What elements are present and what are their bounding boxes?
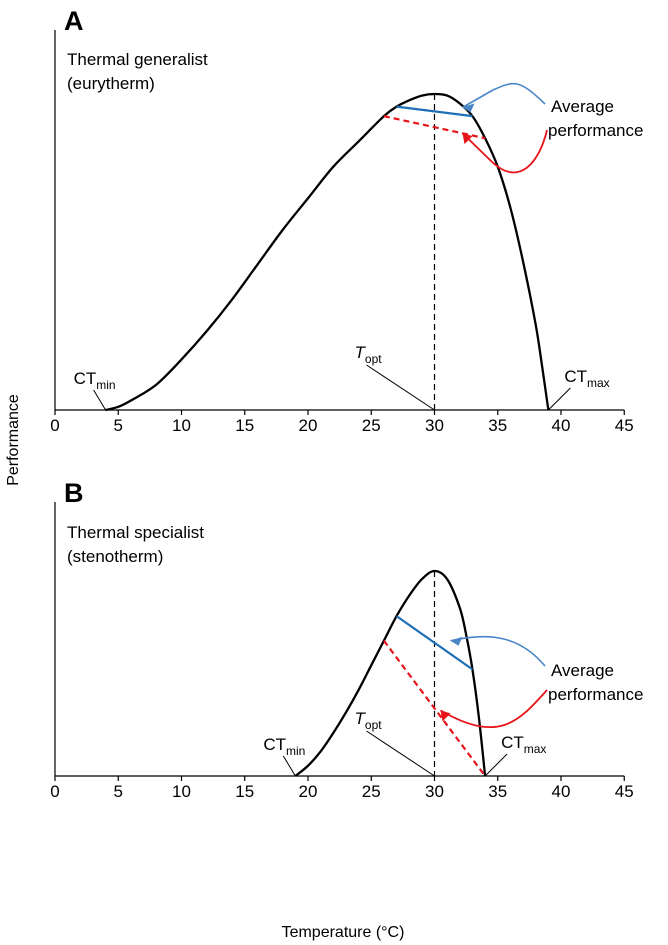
x-tick-label: 40 xyxy=(552,416,571,435)
x-tick-label: 0 xyxy=(50,416,59,435)
x-tick-label: 30 xyxy=(425,782,444,801)
red-average-segment xyxy=(383,640,486,777)
x-tick-label: 5 xyxy=(114,416,123,435)
panel-a-title-line2: (eurytherm) xyxy=(67,74,155,93)
ct-min-label: CTmin xyxy=(74,369,116,392)
x-tick-label: 20 xyxy=(299,416,318,435)
x-axis-label: Temperature (°C) xyxy=(282,924,405,941)
t-opt-leader xyxy=(366,730,435,777)
ct-min-leader xyxy=(93,389,107,411)
x-tick-label: 15 xyxy=(235,416,254,435)
ct-min-leader xyxy=(282,755,296,777)
t-opt-label: Topt xyxy=(355,343,383,366)
x-tick-label: 30 xyxy=(425,416,444,435)
x-tick-label: 15 xyxy=(235,782,254,801)
x-tick-label: 5 xyxy=(114,782,123,801)
average-label-line2: performance xyxy=(548,121,643,140)
x-tick-label: 35 xyxy=(488,416,507,435)
x-tick-label: 45 xyxy=(615,782,634,801)
blue-arrowhead xyxy=(462,103,475,113)
ct-max-label: CTmax xyxy=(564,367,609,390)
x-tick-label: 10 xyxy=(172,782,191,801)
red-arrow xyxy=(461,129,548,174)
t-opt-label: Topt xyxy=(355,709,383,732)
y-axis-label: Performance xyxy=(5,394,22,486)
x-tick-label: 25 xyxy=(362,416,381,435)
average-label-line2: performance xyxy=(548,685,643,704)
panel-a-title-line1: Thermal generalist xyxy=(67,50,208,69)
blue-arrow xyxy=(450,635,546,667)
blue-arrow xyxy=(462,82,546,109)
performance-curve xyxy=(294,569,487,777)
average-label-line1: Average xyxy=(551,97,614,116)
panel-b-title-line2: (stenotherm) xyxy=(67,547,163,566)
x-tick-label: 20 xyxy=(299,782,318,801)
red-average-segment xyxy=(383,115,486,140)
performance-curve xyxy=(105,92,550,412)
panel-a-letter: A xyxy=(64,6,84,36)
ct-max-leader xyxy=(484,753,508,777)
x-tick-label: 25 xyxy=(362,782,381,801)
x-tick-label: 10 xyxy=(172,416,191,435)
blue-arrowhead xyxy=(450,636,463,646)
x-tick-label: 40 xyxy=(552,782,571,801)
panel-b-letter: B xyxy=(64,478,84,508)
panel-b-title-line1: Thermal specialist xyxy=(67,523,204,542)
blue-average-segment xyxy=(395,615,474,671)
panel-a: A Thermal generalist (eurytherm) 0 5 10 15 2… xyxy=(50,6,643,435)
t-opt-leader xyxy=(366,364,435,411)
x-tick-label: 35 xyxy=(488,782,507,801)
x-tick-label: 0 xyxy=(50,782,59,801)
panel-b: B Thermal specialist (stenotherm) 0 5 10 15… xyxy=(50,478,643,801)
ct-max-leader xyxy=(547,387,571,411)
ct-min-label: CTmin xyxy=(263,735,305,758)
red-arrowhead xyxy=(462,133,473,145)
blue-average-segment xyxy=(396,105,473,118)
red-arrow xyxy=(440,689,548,729)
x-tick-label: 45 xyxy=(615,416,634,435)
average-label-line1: Average xyxy=(551,661,614,680)
red-arrowhead xyxy=(440,710,451,722)
ct-max-label: CTmax xyxy=(501,733,546,756)
